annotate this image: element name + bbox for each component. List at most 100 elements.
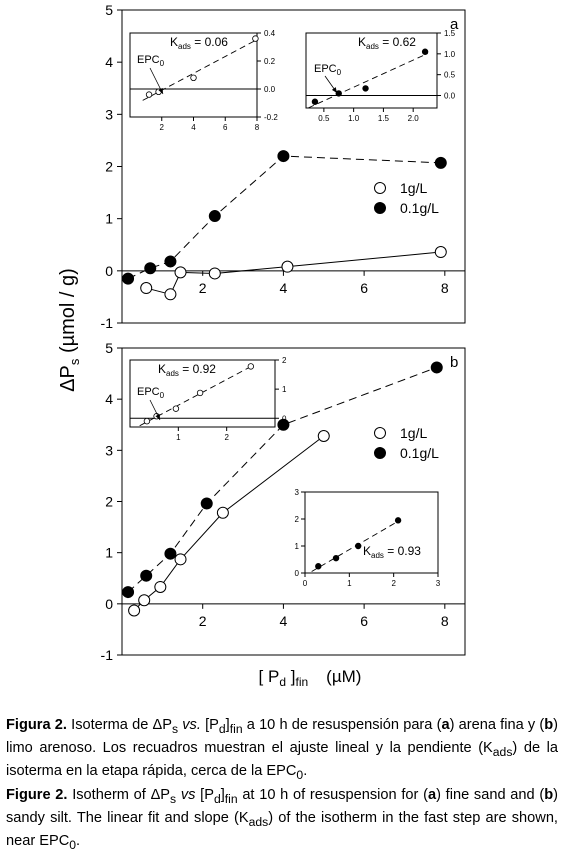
y-tick-label-a: 4: [105, 54, 113, 70]
inset-epc-label-b1: EPC0: [137, 386, 165, 400]
epc-sub: 0: [160, 391, 165, 400]
x-axis-label-close: ]: [286, 667, 295, 686]
y-axis-label-sub: s: [67, 358, 82, 365]
x-tick-label-a: 8: [441, 280, 449, 296]
inset-x-tick-label-b2: 0: [303, 579, 308, 588]
caption-en-sub-zero: 0: [69, 837, 77, 852]
inset-kads-label-b2: Kads = 0.93: [363, 544, 421, 560]
inset-y-tick-label-a1: 0.4: [264, 29, 276, 38]
inset-data-point-b1: [196, 389, 204, 397]
inset-y-tick-label-a2: 1.5: [444, 29, 456, 38]
y-tick-label-a: 1: [105, 211, 113, 227]
isotherm-figure: -1 0 1 2 3 4 5 2 4 6 8 1g/L 0.1g/L a -0.2 0.0 0.2 0.4 2 4 6 8…: [57, 2, 466, 689]
y-tick-label-b: 0: [105, 596, 113, 612]
y-tick-label-a: 5: [105, 2, 113, 18]
inset-kads-label-a1: Kads = 0.06: [170, 35, 228, 51]
caption-es-sub-fin: fin: [229, 721, 243, 736]
inset-data-point-a1: [252, 35, 259, 42]
x-tick-label-a: 4: [280, 280, 288, 296]
x-tick-label-b: 4: [280, 613, 288, 629]
kads-value: = 0.92: [179, 362, 216, 376]
inset-frame-b2: [304, 491, 439, 574]
caption-en-text-7: ) of the isotherm in the fast step are s…: [6, 809, 558, 849]
inset-y-tick-label-b2: 0: [295, 569, 300, 578]
data-point-0.1g/L: [208, 210, 221, 223]
epc-arrow-head-a2: [331, 87, 337, 93]
data-point-0.1g/L: [140, 569, 153, 582]
legend-label-0.1g/L: 0.1g/L: [400, 445, 439, 461]
y-tick-label-b: 4: [105, 391, 113, 407]
caption-es-text-5: ) arena fina y (: [449, 717, 545, 733]
caption-en-sub-s: s: [170, 791, 177, 806]
caption-es-vs: vs.: [178, 717, 201, 733]
legend-marker-1g/L: [374, 427, 386, 439]
x-tick-label-a: 6: [360, 280, 368, 296]
y-tick-label-b: 3: [105, 442, 113, 458]
inset-x-tick-label-a1: 4: [191, 123, 196, 132]
kads-k: K: [158, 362, 166, 376]
caption-es-b: b: [544, 717, 554, 733]
inset-x-tick-label-b2: 2: [391, 579, 396, 588]
inset-x-tick-label-a2: 0.5: [318, 114, 330, 123]
kads-sub: ads: [366, 42, 379, 51]
inset-epc-label-a1: EPC0: [137, 54, 165, 68]
inset-y-tick-label-a2: 0.5: [444, 71, 456, 80]
legend-marker-0.1g/L: [374, 202, 386, 214]
inset-data-point-b1: [247, 363, 255, 370]
data-point-1g/L: [138, 594, 151, 607]
y-tick-label-b: 1: [105, 545, 113, 561]
y-axis-label-main: ΔP: [57, 365, 79, 392]
panel-label-b: b: [450, 354, 458, 371]
caption-en-text-2: [P: [195, 787, 214, 803]
caption-es-text-2: [P: [200, 717, 219, 733]
kads-sub: ads: [178, 42, 191, 51]
y-tick-label-a: -1: [101, 315, 114, 331]
inset-y-tick-label-b1: 1: [282, 385, 287, 394]
caption-es-figure-number: Figura 2.: [6, 717, 67, 733]
data-point-1g/L: [174, 266, 187, 279]
caption-es-text-1: Isoterma de: [66, 717, 153, 733]
x-axis-label-sub-fin: fin: [295, 675, 308, 689]
inset-b2: 0 1 2 3 0 1 2 3 Kads = 0.93: [295, 488, 441, 588]
inset-x-tick-label-a2: 2.0: [408, 114, 420, 123]
caption-en-vs: vs: [176, 787, 196, 803]
data-point-0.1g/L: [144, 262, 157, 275]
inset-x-tick-label-a1: 8: [255, 123, 260, 132]
caption-es-end: .: [303, 762, 308, 779]
series-line-1g/L: [146, 251, 441, 295]
legend-label-0.1g/L: 0.1g/L: [400, 200, 439, 216]
kads-sub: ads: [166, 369, 179, 378]
data-point-0.1g/L: [277, 418, 290, 431]
kads-value: = 0.06: [191, 35, 228, 49]
panel-a: -1 0 1 2 3 4 5 2 4 6 8 1g/L 0.1g/L a -0.2 0.0 0.2 0.4 2 4 6 8…: [101, 2, 466, 331]
x-axis-label: [ Pd ]fin (µM): [259, 667, 362, 689]
caption-en-sub-fin: fin: [224, 791, 238, 806]
caption-en-text-1: Isotherm of: [67, 787, 151, 803]
caption-en-text-3: ]: [220, 787, 225, 803]
inset-y-tick-label-b1: 2: [282, 356, 287, 365]
inset-kads-label-b1: Kads = 0.92: [158, 362, 216, 378]
inset-y-tick-label-a1: 0.0: [264, 85, 276, 94]
x-axis-label-unit: (µM): [326, 667, 361, 686]
caption-es-sub-s: s: [172, 721, 179, 736]
kads-value: = 0.93: [384, 544, 421, 558]
y-tick-label-b: 2: [105, 494, 113, 510]
inset-y-tick-label-a1: -0.2: [264, 113, 278, 122]
caption-en-sub-d: d: [213, 791, 221, 806]
legend-marker-1g/L: [374, 182, 386, 194]
inset-y-tick-label-b2: 1: [295, 542, 300, 551]
data-point-1g/L: [216, 506, 229, 519]
caption-spanish: Figura 2. Isoterma de ΔPs vs. [Pd]fin a …: [6, 716, 558, 785]
x-tick-label-a: 2: [199, 280, 207, 296]
inset-data-point-a2: [311, 98, 319, 105]
inset-epc-label-a2: EPC0: [314, 63, 342, 77]
inset-y-tick-label-b2: 3: [295, 488, 300, 497]
inset-y-tick-label-b2: 2: [295, 515, 300, 524]
y-axis-label: ΔPs (µmol / g): [57, 268, 82, 392]
x-tick-label-b: 6: [360, 613, 368, 629]
caption-en-figure-number: Figure 2.: [6, 787, 68, 803]
data-point-1g/L: [154, 580, 167, 593]
x-tick-label-b: 8: [441, 613, 449, 629]
legend-label-1g/L: 1g/L: [400, 180, 427, 196]
kads-k: K: [358, 35, 366, 49]
